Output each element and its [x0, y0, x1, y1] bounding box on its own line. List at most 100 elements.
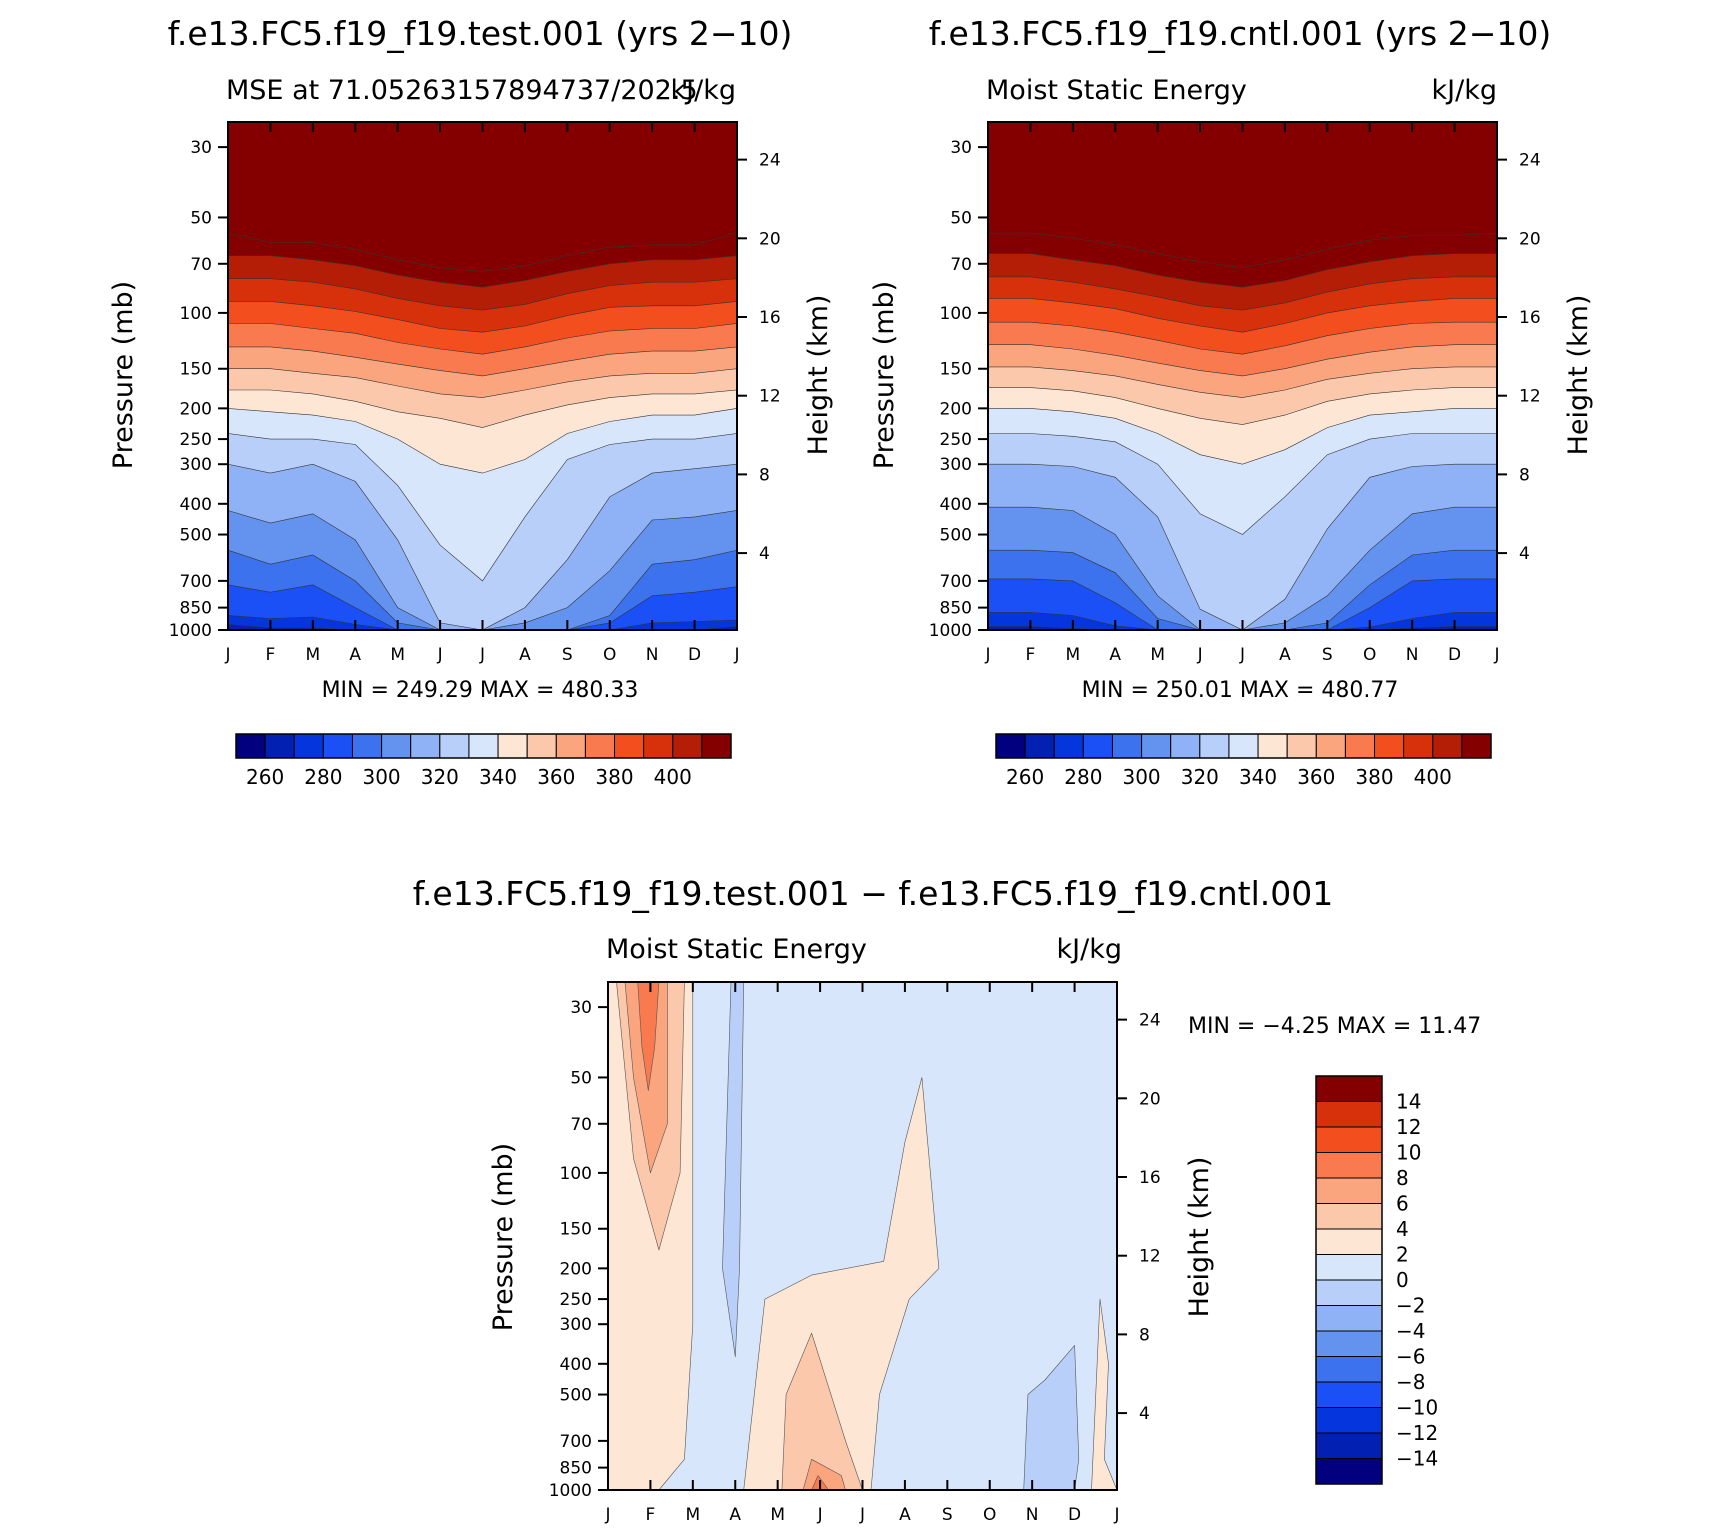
test-colorbar-label: 380 [595, 765, 633, 789]
diff-y2-tick-label: 16 [1139, 1168, 1161, 1188]
diff-minmax: MIN = −4.25 MAX = 11.47 [1188, 1014, 1481, 1039]
test-y2-tick-label: 20 [759, 229, 781, 249]
test-y-tick-label: 100 [180, 304, 212, 324]
test-y-tick-label: 300 [180, 455, 212, 475]
cntl-colorbar-swatch [1024, 733, 1055, 759]
test-axes: J F M A M J J A S O N D J 30 50 70 100 150 200 250 300 400 500… [169, 121, 781, 665]
test-suptitle: f.e13.FC5.f19_f19.test.001 (yrs 2−10) [168, 14, 793, 53]
cntl-colorbar-label: 400 [1414, 765, 1452, 789]
diff-colorbar-swatch [1315, 1330, 1383, 1357]
test-x-tick-label: M [305, 645, 320, 665]
diff-x-tick-label: N [1026, 1505, 1039, 1525]
test-colorbar: 260 280 300 320 340 360 380 400 [235, 733, 732, 789]
diff-x-tick-label: A [729, 1505, 741, 1525]
cntl-y-tick-label: 300 [940, 455, 972, 475]
cntl-left-title: Moist Static Energy [986, 75, 1247, 106]
test-colorbar-swatch [468, 733, 499, 759]
diff-colorbar-label: 10 [1396, 1141, 1421, 1165]
cntl-x-tick-label: A [1279, 645, 1291, 665]
diff-x-tick-label: J [817, 1505, 823, 1525]
test-x-tick-label: J [437, 645, 443, 665]
cntl-colorbar-label: 340 [1239, 765, 1277, 789]
cntl-colorbar-swatch [1228, 733, 1259, 759]
test-colorbar-swatch [614, 733, 645, 759]
cntl-ylabel: Pressure (mb) [869, 281, 900, 469]
diff-colorbar-swatch [1315, 1101, 1383, 1128]
cntl-y-tick-label: 250 [940, 430, 972, 450]
diff-colorbar-swatch [1315, 1279, 1383, 1306]
diff-x-tick-label: J [1113, 1505, 1119, 1525]
cntl-colorbar-swatch [1170, 733, 1201, 759]
diff-y2label: Height (km) [1184, 1157, 1215, 1318]
test-contour-fill [227, 122, 738, 631]
cntl-y-tick-label: 500 [940, 526, 972, 546]
diff-colorbar-label: −2 [1396, 1294, 1425, 1318]
diff-colorbar-label: −12 [1396, 1421, 1438, 1445]
diff-y-tick-label: 30 [570, 998, 592, 1018]
cntl-colorbar-swatch [1374, 733, 1405, 759]
test-colorbar-label: 280 [304, 765, 342, 789]
test-y-tick-label: 30 [190, 138, 212, 158]
diff-colorbar-label: 8 [1396, 1166, 1409, 1190]
test-y2-tick-label: 4 [759, 544, 770, 564]
test-x-tick-label: D [688, 645, 701, 665]
diff-y-tick-label: 300 [560, 1315, 592, 1335]
cntl-y2-tick-label: 12 [1519, 387, 1541, 407]
cntl-suptitle: f.e13.FC5.f19_f19.cntl.001 (yrs 2−10) [929, 14, 1552, 53]
cntl-x-tick-label: S [1322, 645, 1333, 665]
test-colorbar-swatch [701, 733, 732, 759]
test-y-tick-label: 70 [190, 255, 212, 275]
diff-y-tick-label: 700 [560, 1432, 592, 1452]
diff-x-tick-label: M [770, 1505, 785, 1525]
test-colorbar-swatch [381, 733, 412, 759]
diff-colorbar-label: 12 [1396, 1115, 1421, 1139]
cntl-colorbar-swatch [1111, 733, 1143, 759]
test-colorbar-swatch [264, 733, 295, 759]
cntl-axes: J F M A M J J A S O N D J 30 50 70 100 150 200 250 300 400 500… [929, 121, 1541, 665]
diff-colorbar-label: −6 [1396, 1345, 1425, 1369]
cntl-x-tick-label: J [1197, 645, 1203, 665]
diff-colorbar-label: 4 [1396, 1217, 1409, 1241]
test-x-tick-label: J [479, 645, 485, 665]
test-y2label: Height (km) [803, 295, 834, 456]
test-colorbar-swatch [293, 733, 324, 759]
diff-colorbar-swatch [1315, 1432, 1383, 1459]
test-x-tick-label: J [224, 645, 230, 665]
cntl-y-tick-label: 70 [950, 255, 972, 275]
cntl-y2-tick-label: 4 [1519, 544, 1530, 564]
cntl-contour-fill [987, 122, 1498, 631]
test-ylabel: Pressure (mb) [108, 281, 139, 469]
cntl-y-tick-label: 850 [940, 599, 972, 619]
test-y2-tick-label: 16 [759, 308, 781, 328]
diff-colorbar-label: −10 [1396, 1396, 1438, 1420]
diff-y-tick-label: 150 [560, 1220, 592, 1240]
cntl-x-tick-label: J [1239, 645, 1245, 665]
cntl-colorbar-label: 360 [1297, 765, 1335, 789]
diff-right-title: kJ/kg [1057, 934, 1122, 965]
test-y-tick-label: 1000 [169, 621, 212, 641]
diff-colorbar-frame [1315, 1075, 1383, 1485]
diff-colorbar-label: 14 [1396, 1090, 1421, 1114]
diff-x-tick-label: A [899, 1505, 911, 1525]
diff-colorbar-swatch [1315, 1381, 1383, 1408]
cntl-x-tick-label: F [1026, 645, 1036, 665]
test-colorbar-swatch [410, 733, 441, 759]
cntl-panel: f.e13.FC5.f19_f19.cntl.001 (yrs 2−10) Mo… [869, 14, 1594, 789]
test-colorbar-frame [235, 733, 732, 759]
diff-left-title: Moist Static Energy [606, 934, 867, 965]
cntl-minmax: MIN = 250.01 MAX = 480.77 [1082, 678, 1399, 703]
diff-x-tick-label: O [983, 1505, 996, 1525]
diff-x-tick-label: J [604, 1505, 610, 1525]
cntl-y-tick-label: 150 [940, 360, 972, 380]
test-y-tick-label: 850 [180, 599, 212, 619]
diff-colorbar-label: 0 [1396, 1268, 1409, 1292]
test-x-tick-label: A [349, 645, 361, 665]
test-colorbar-label: 360 [537, 765, 575, 789]
test-x-tick-label: M [390, 645, 405, 665]
diff-colorbar-swatch [1315, 1203, 1383, 1230]
cntl-colorbar-swatch [1053, 733, 1084, 759]
diff-panel: f.e13.FC5.f19_f19.test.001 − f.e13.FC5.f… [413, 874, 1482, 1525]
test-colorbar-label: 400 [654, 765, 692, 789]
diff-y2-tick-label: 24 [1139, 1011, 1161, 1031]
